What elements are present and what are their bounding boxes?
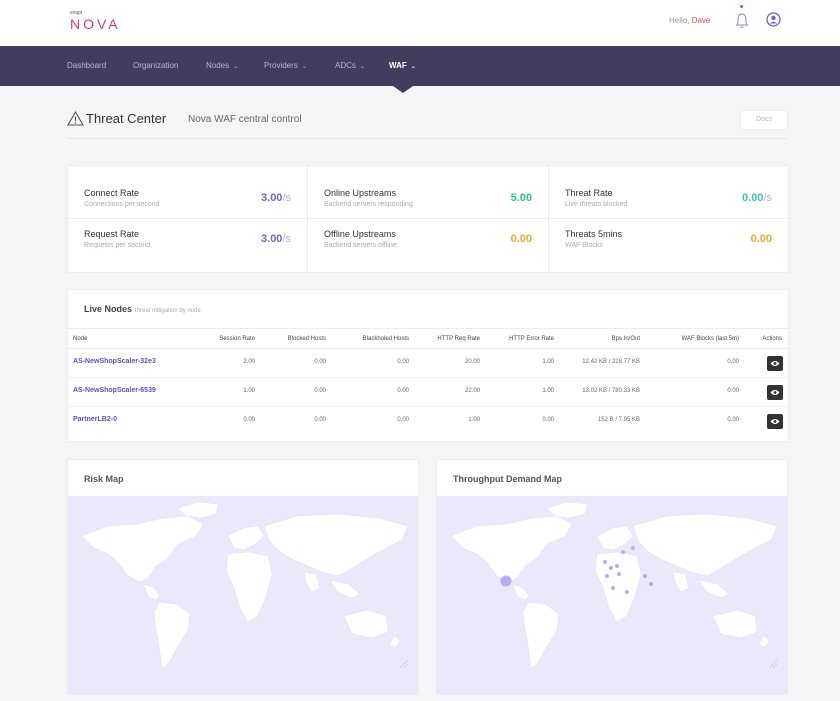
chevron-down-icon: ⌄ — [301, 64, 307, 70]
throughput-world-map[interactable] — [437, 496, 787, 694]
nav-nodes[interactable]: Nodes ⌄ — [206, 61, 239, 70]
demand-marker[interactable] — [625, 590, 629, 594]
node-link[interactable]: AS-NewShopScaler-6539 — [73, 387, 156, 394]
world-map-graphic — [81, 501, 409, 669]
demand-marker[interactable] — [631, 546, 635, 550]
stats-column-rates: Connect Rate Connections per second 3.00… — [68, 166, 307, 272]
eye-icon — [770, 390, 780, 395]
docs-button[interactable]: Docs — [740, 110, 788, 130]
stat-threat-rate: Threat Rate Live threats blocked 0.00/s — [549, 166, 788, 219]
node-link[interactable]: PartnerLB2-0 — [73, 416, 117, 423]
throughput-map-card: Throughput Demand Map — [436, 459, 788, 695]
demand-marker[interactable] — [605, 574, 609, 578]
stat-connect-rate: Connect Rate Connections per second 3.00… — [68, 166, 307, 219]
risk-map-title: Risk Map — [84, 474, 124, 484]
stat-value: 0.00 — [750, 233, 772, 245]
page-title: Threat Center — [86, 111, 167, 126]
table-row: PartnerLB2-0 0.00 0.00 0.00 1.00 0.00 15… — [68, 407, 788, 436]
greeting-text: Hello, — [669, 16, 690, 25]
eye-icon — [770, 361, 780, 366]
stats-card: Connect Rate Connections per second 3.00… — [67, 165, 789, 273]
user-avatar-icon[interactable] — [766, 12, 781, 27]
logo-vendor: snapt — [70, 10, 83, 16]
stat-threats-5mins: Threats 5mins WAF Blocks 0.00 — [565, 229, 772, 249]
node-link[interactable]: AS-NewShopScaler-32e3 — [73, 358, 156, 365]
risk-world-map[interactable] — [68, 496, 418, 694]
stat-value: 0.00 — [510, 233, 532, 245]
warning-icon — [67, 111, 84, 126]
demand-marker[interactable] — [617, 572, 621, 576]
stat-value: 3.00/s — [261, 192, 291, 204]
stat-offline-upstreams: Offline Upstreams Backend servers offlin… — [324, 229, 532, 249]
stats-column-upstreams: Online Upstreams Backend servers respond… — [307, 166, 548, 272]
live-nodes-card: Live Nodes threat mitigation by node Node… — [67, 289, 789, 442]
nav-waf[interactable]: WAF ⌄ — [389, 61, 416, 70]
eye-icon — [770, 419, 780, 424]
map-resize-handle-icon[interactable] — [768, 659, 778, 669]
active-nav-pointer — [393, 86, 413, 93]
demand-markers — [500, 546, 653, 594]
main-nav: Dashboard Organization Nodes ⌄ Providers ⌄… — [0, 46, 840, 86]
demand-marker[interactable] — [603, 560, 607, 564]
demand-marker[interactable] — [611, 586, 615, 590]
demand-marker[interactable] — [615, 564, 619, 568]
nav-organization[interactable]: Organization — [133, 61, 179, 70]
nav-adcs[interactable]: ADCs ⌄ — [335, 61, 365, 70]
chevron-down-icon: ⌄ — [359, 64, 365, 70]
table-row: AS-NewShopScaler-32e3 2.00 0.00 0.00 20.… — [68, 349, 788, 378]
demand-marker[interactable] — [609, 566, 613, 570]
stat-value: 3.00/s — [261, 233, 291, 245]
user-greeting: Hello, Dave — [669, 16, 710, 25]
nav-providers[interactable]: Providers ⌄ — [264, 61, 307, 70]
bell-icon[interactable] — [735, 12, 749, 30]
demand-marker[interactable] — [621, 550, 625, 554]
world-map-graphic — [450, 501, 778, 669]
table-header: Node Session Rate Blocked Hosts Blackhol… — [68, 328, 788, 349]
page-header: Threat Center Nova WAF central control — [67, 110, 788, 139]
throughput-map-title: Throughput Demand Map — [453, 474, 562, 484]
nova-logo[interactable]: snapt NOVA — [70, 10, 121, 34]
live-nodes-title: Live Nodes threat mitigation by node — [84, 304, 201, 314]
nav-dashboard[interactable]: Dashboard — [67, 61, 107, 70]
view-node-button[interactable] — [767, 414, 783, 429]
risk-map-card: Risk Map — [67, 459, 419, 695]
map-resize-handle-icon[interactable] — [399, 659, 409, 669]
user-name[interactable]: Dave — [691, 16, 711, 25]
logo-name: NOVA — [70, 16, 121, 32]
page-subtitle: Nova WAF central control — [188, 114, 302, 125]
stat-request-rate: Request Rate Requests per second 3.00/s — [84, 229, 291, 249]
view-node-button[interactable] — [767, 385, 783, 400]
table-row: AS-NewShopScaler-6539 1.00 0.00 0.00 22.… — [68, 378, 788, 407]
demand-marker[interactable] — [500, 575, 512, 587]
stat-value: 0.00/s — [742, 192, 772, 204]
stat-value: 5.00 — [510, 192, 532, 204]
chevron-down-icon: ⌄ — [410, 64, 416, 70]
stats-column-threats: Threat Rate Live threats blocked 0.00/s … — [548, 166, 788, 272]
demand-marker[interactable] — [643, 574, 647, 578]
demand-marker[interactable] — [649, 582, 653, 586]
chevron-down-icon: ⌄ — [233, 64, 239, 70]
notification-dot — [740, 5, 743, 8]
view-node-button[interactable] — [767, 356, 783, 371]
top-bar: snapt NOVA Hello, Dave — [0, 0, 840, 46]
stat-online-upstreams: Online Upstreams Backend servers respond… — [308, 166, 548, 219]
